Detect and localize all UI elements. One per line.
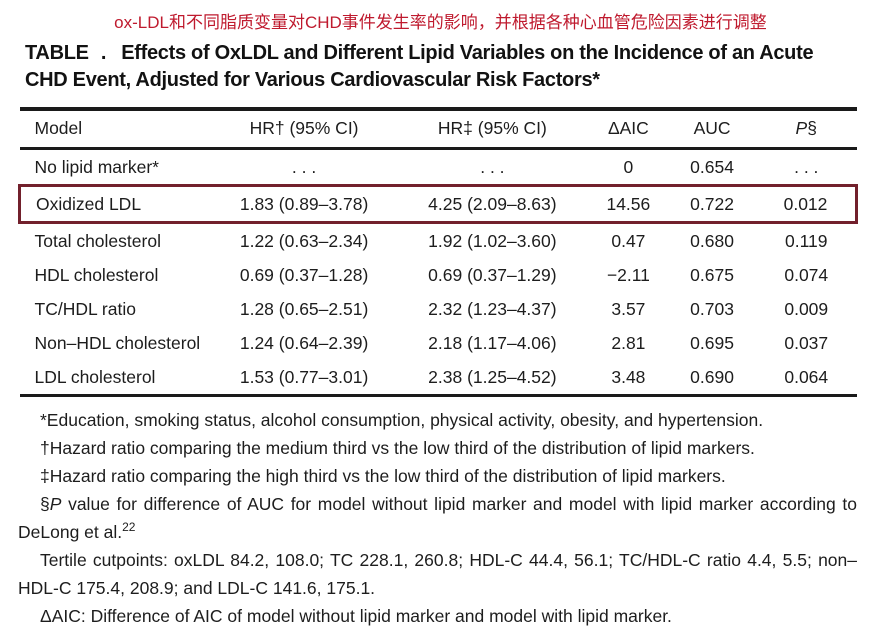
cell-hr-high: 0.69 (0.37–1.29) [428,264,557,285]
cell-hr-medium: 1.83 (0.89–3.78) [239,193,369,214]
table-title-label: TABLE . [25,42,107,64]
table-title-text: Effects of OxLDL and Different Lipid Var… [25,42,814,91]
cell-delta-aic: 14.56 [606,193,651,214]
column-header-auc: AUC [668,109,756,150]
cell-p-value: 0.037 [784,332,829,353]
reference-22: 22 [122,520,136,535]
cell-delta-aic: 2.81 [611,332,646,353]
table-row: No lipid marker* . . . . . . 0 0.654 . . . [20,149,857,186]
cell-hr-medium: 1.22 (0.63–2.34) [239,230,369,251]
table-container: Model HR† (95% CI) HR‡ (95% CI) ΔAIC AUC… [18,107,858,397]
table-row: TC/HDL ratio 1.28 (0.65–2.51) 2.32 (1.23–4… [20,292,857,326]
cell-hr-high: 2.38 (1.25–4.52) [428,366,557,387]
column-header-delta-aic: ΔAIC [588,109,669,150]
cell-hr-medium: . . . [291,156,317,177]
cell-auc: 0.654 [690,156,734,177]
cell-model: HDL cholesterol [34,264,159,285]
cell-auc: 0.695 [690,332,734,353]
section-mark: § [807,118,817,138]
cell-hr-high: 1.92 (1.02–3.60) [428,230,557,251]
cell-hr-medium: 1.53 (0.77–3.01) [239,366,369,387]
header-row: Model HR† (95% CI) HR‡ (95% CI) ΔAIC AUC… [19,109,857,150]
cell-auc: 0.690 [690,366,734,387]
table-row: Total cholesterol 1.22 (0.63–2.34) 1.92 (1… [20,223,857,259]
page: ox-LDL和不同脂质变量对CHD事件发生率的影响，并根据各种心血管危险因素进行… [0,11,881,630]
cell-delta-aic: 3.57 [611,298,646,319]
cell-model: Total cholesterol [34,230,161,251]
cell-delta-aic: 0.47 [611,230,646,251]
cell-hr-high: 2.18 (1.17–4.06) [428,332,557,353]
footnote-delta-aic: ΔAIC: Difference of AIC of model without… [40,606,672,626]
section-mark: § [40,494,50,514]
cell-p-value: 0.064 [784,366,829,387]
cell-hr-medium: 1.24 (0.64–2.39) [239,332,369,353]
table-body: No lipid marker* . . . . . . 0 0.654 . . . Oxi… [19,149,857,396]
cell-hr-high: . . . [480,156,505,177]
cell-model: LDL cholesterol [34,366,156,387]
table-row: HDL cholesterol 0.69 (0.37–1.28) 0.69 (0.3… [20,258,857,292]
footnote-hr-medium: †Hazard ratio comparing the medium third… [40,438,755,458]
cell-hr-high: 4.25 (2.09–8.63) [428,193,557,214]
cell-p-value: . . . [794,156,819,177]
cell-hr-medium: 0.69 (0.37–1.28) [239,264,369,285]
footnote-p-value-text: value for difference of AUC for model wi… [18,494,857,542]
cell-p-value: 0.009 [784,298,829,319]
column-header-hr-medium: HR† (95% CI) [212,109,397,150]
p-label: P [49,494,62,514]
cell-delta-aic: 0 [623,156,634,177]
cell-p-value: 0.119 [785,230,828,251]
cell-p-value: 0.074 [784,264,829,285]
table-row: LDL cholesterol 1.53 (0.77–3.01) 2.38 (1.2… [20,360,857,396]
table-row-highlighted: Oxidized LDL 1.83 (0.89–3.78) 4.25 (2.09–8… [19,185,857,223]
cell-auc: 0.722 [690,193,734,214]
results-table: Model HR† (95% CI) HR‡ (95% CI) ΔAIC AUC… [18,107,858,397]
cell-model: No lipid marker* [34,156,159,177]
cell-auc: 0.680 [690,230,734,251]
cell-delta-aic: 3.48 [611,366,646,387]
cell-auc: 0.675 [690,264,734,285]
cell-model: Non–HDL cholesterol [34,332,201,353]
cell-delta-aic: −2.11 [606,264,650,285]
table-title: TABLE . Effects of OxLDL and Different Li… [25,40,855,94]
column-header-hr-high: HR‡ (95% CI) [396,109,589,150]
cell-auc: 0.703 [690,298,734,319]
cell-model: TC/HDL ratio [34,298,136,319]
footnote-p-value: §P value for difference of AUC for model… [18,490,857,546]
cell-p-value: 0.012 [783,193,828,214]
p-label: P [795,118,808,138]
footnote-tertiles: Tertile cutpoints: oxLDL 84.2, 108.0; TC… [18,550,857,598]
column-header-p-value: P§ [756,109,857,150]
footnotes: *Education, smoking status, alcohol cons… [18,406,857,630]
footnote-adjustments: *Education, smoking status, alcohol cons… [40,410,764,430]
cell-model: Oxidized LDL [36,193,142,214]
column-header-model: Model [19,109,212,150]
footnote-hr-high: ‡Hazard ratio comparing the high third v… [40,466,726,486]
table-row: Non–HDL cholesterol 1.24 (0.64–2.39) 2.18 … [20,326,857,360]
cell-hr-medium: 1.28 (0.65–2.51) [239,298,369,319]
chinese-annotation: ox-LDL和不同脂质变量对CHD事件发生率的影响，并根据各种心血管危险因素进行… [114,13,767,32]
cell-hr-high: 2.32 (1.23–4.37) [428,298,557,319]
